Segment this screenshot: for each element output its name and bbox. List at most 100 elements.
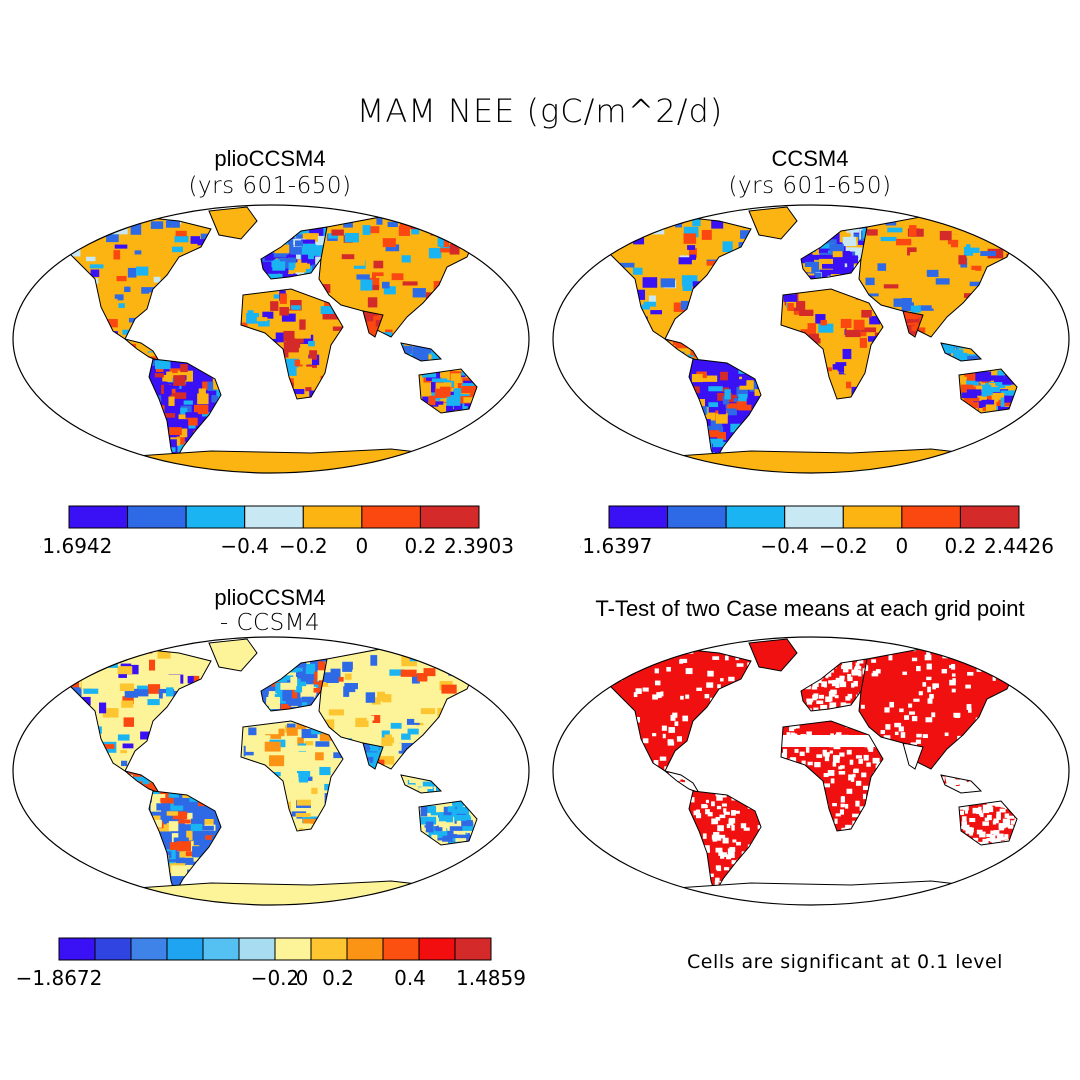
field-cell-group [325, 469, 336, 473]
field-cell-group [73, 330, 83, 335]
field-cell [154, 373, 164, 378]
field-cell [63, 259, 80, 265]
field-cell [203, 819, 214, 829]
field-cell-group [965, 303, 979, 313]
field-cell-group [804, 261, 821, 267]
field-cell [813, 463, 828, 473]
field-cell-group [248, 230, 257, 239]
field-cell-group [787, 376, 799, 387]
field-cell [806, 382, 821, 393]
field-cell [952, 453, 964, 461]
field-cell [214, 646, 228, 656]
field-cell [804, 460, 812, 468]
field-cell [166, 455, 174, 461]
field-cell [301, 366, 312, 374]
field-cell-group [959, 469, 968, 473]
field-cell-group [275, 791, 286, 802]
field-cell-group [757, 369, 761, 381]
field-cell [708, 402, 719, 408]
field-cell-group [1008, 288, 1015, 299]
field-cell [952, 349, 964, 359]
field-cell [791, 229, 797, 236]
field-cell [857, 334, 872, 340]
field-cell [191, 264, 201, 276]
field-cell [980, 359, 981, 361]
field-cell [790, 214, 797, 223]
field-cell-group [743, 319, 751, 331]
field-cell [991, 395, 999, 402]
field-cell-group [121, 700, 134, 708]
field-cell [446, 405, 453, 413]
field-cell [1012, 325, 1015, 334]
field-cell [844, 365, 860, 374]
field-cell [790, 230, 797, 235]
field-cell [202, 381, 213, 390]
field-cell [725, 404, 737, 416]
field-cell-group [722, 241, 733, 253]
field-cell-group [729, 458, 739, 466]
field-cell-group [633, 453, 641, 462]
field-cell-group [708, 402, 719, 408]
field-cell [137, 341, 151, 351]
field-cell-group [128, 791, 141, 793]
field-cell-group [333, 752, 343, 759]
field-cell [446, 394, 461, 406]
field-cell-group [672, 341, 681, 346]
field-cell [301, 728, 318, 739]
field-cell-group [1008, 461, 1015, 466]
field-cell-group [148, 684, 161, 694]
field-cell-group [376, 303, 383, 313]
field-cell [127, 472, 143, 473]
field-cell [126, 789, 142, 793]
field-cell [128, 352, 136, 361]
field-cell-group [328, 233, 339, 239]
field-cell [256, 795, 263, 805]
field-cell [184, 814, 191, 825]
field-cell [1016, 391, 1017, 402]
field-cell-group [1000, 390, 1016, 396]
field-cell-group [295, 240, 303, 247]
field-cell [833, 334, 844, 342]
field-cell-group [151, 777, 159, 782]
field-cell-group [992, 410, 1009, 413]
field-cell-group [260, 362, 271, 370]
field-cell-group [121, 756, 128, 767]
field-cell [917, 317, 929, 324]
field-cell [282, 398, 295, 399]
field-cell-group [663, 453, 671, 461]
field-cell [363, 311, 377, 321]
field-cell [166, 286, 182, 292]
field-cell [279, 307, 289, 316]
field-cell [152, 460, 165, 461]
field-cell [430, 401, 444, 407]
field-cell-group [224, 210, 234, 220]
field-cell-group [420, 451, 431, 457]
field-cell [265, 458, 279, 466]
field-cell [402, 281, 418, 286]
field-cell-group [255, 208, 257, 220]
field-cell [75, 316, 89, 322]
field-cell [308, 227, 324, 234]
field-cell-group [329, 385, 340, 397]
field-cell [966, 372, 980, 381]
field-cell [185, 417, 198, 426]
field-cell-group [301, 686, 317, 696]
field-cell [279, 293, 287, 304]
field-cell-group [63, 753, 78, 758]
field-cell [300, 674, 311, 682]
field-cell-group [364, 328, 377, 336]
field-cell [285, 660, 293, 666]
field-cell-group [290, 703, 298, 709]
field-cell-group [966, 222, 981, 234]
field-cell-group [307, 706, 316, 711]
field-cell-group [802, 455, 810, 462]
field-cell [149, 738, 163, 745]
field-cell [196, 458, 212, 469]
field-cell-group [764, 214, 775, 222]
field-cell [325, 802, 338, 813]
field-cell-group [340, 329, 343, 335]
field-cell-group [813, 463, 828, 473]
field-cell-group [235, 460, 242, 466]
field-cell [289, 692, 298, 699]
field-cell-group [690, 313, 699, 322]
